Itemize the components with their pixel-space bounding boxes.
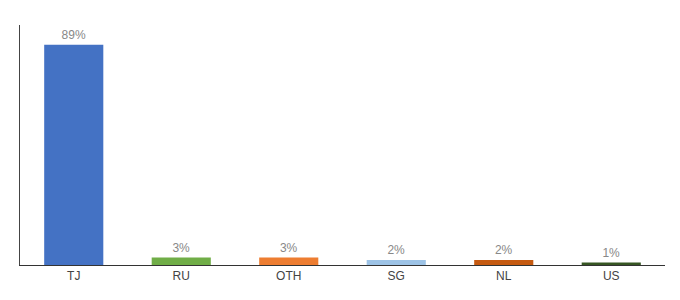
svg-text:1%: 1% bbox=[602, 246, 620, 260]
svg-text:2%: 2% bbox=[495, 243, 513, 257]
svg-text:89%: 89% bbox=[62, 28, 86, 42]
svg-text:2%: 2% bbox=[387, 243, 405, 257]
svg-text:3%: 3% bbox=[172, 241, 190, 255]
svg-text:SG: SG bbox=[388, 269, 405, 283]
svg-text:OTH: OTH bbox=[276, 269, 301, 283]
svg-text:RU: RU bbox=[173, 269, 190, 283]
svg-text:TJ: TJ bbox=[67, 269, 80, 283]
svg-text:US: US bbox=[603, 269, 620, 283]
svg-text:3%: 3% bbox=[280, 241, 298, 255]
svg-text:NL: NL bbox=[496, 269, 512, 283]
